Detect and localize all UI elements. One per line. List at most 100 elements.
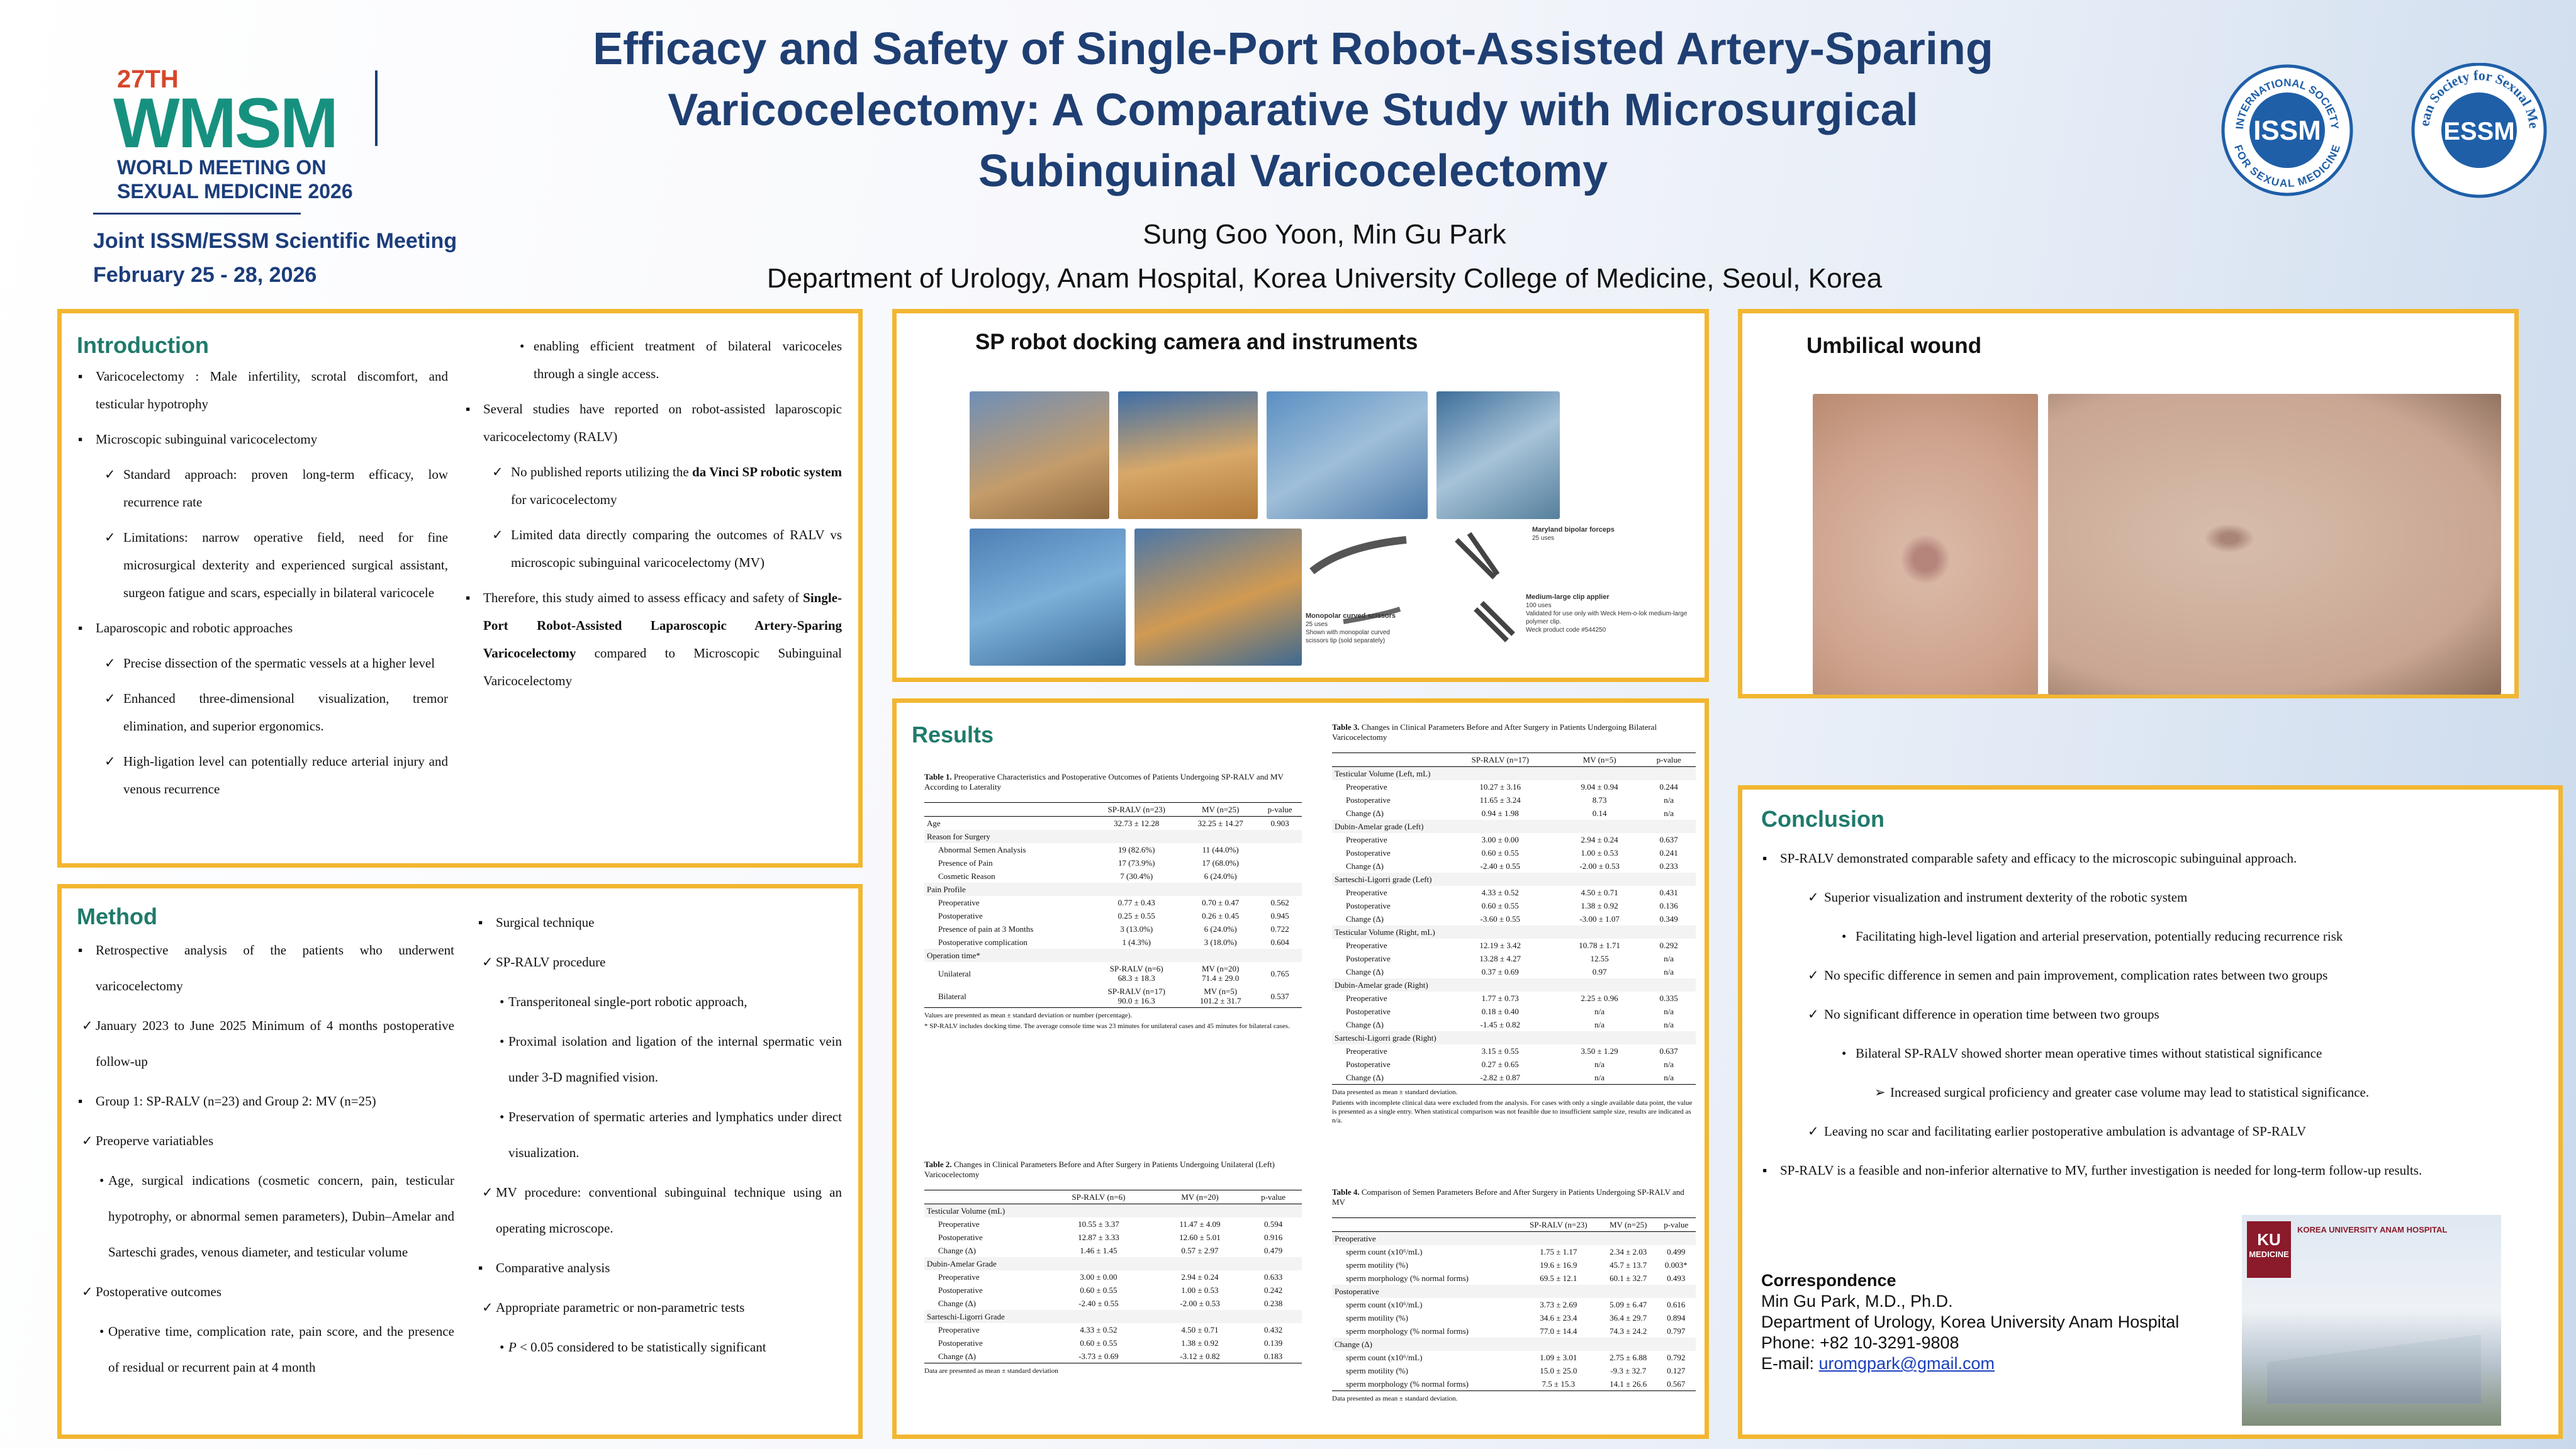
table-cell: 11.47 ± 4.09: [1179, 1219, 1221, 1229]
table-cell: Sarteschi-Ligorri grade (Left): [1332, 873, 1696, 886]
table-cell: 0.60 ± 0.55: [1080, 1338, 1117, 1348]
text-run: Leaving no scar and facilitating earlier…: [1824, 1124, 2307, 1139]
table-cell: Reason for Surgery: [924, 830, 1302, 843]
table-cell: 0.136: [1659, 901, 1678, 910]
table-cell: 3.73 ± 2.69: [1540, 1300, 1577, 1309]
table-cell: 1.46 ± 1.45: [1080, 1246, 1117, 1255]
table-cell: 0.432: [1263, 1325, 1283, 1334]
data-table: SP-RALV (n=17) MV (n=5) p-value Testicular …: [1332, 752, 1696, 1085]
table-cell: Postoperative: [1346, 795, 1391, 805]
table-cell: Change (Δ): [1332, 1071, 1443, 1085]
instrument-note: Monopolar curved scissors 25 uses Shown wi…: [1306, 612, 1400, 645]
table-cell: Change (Δ): [1346, 808, 1384, 818]
header-cell: MV (n=25): [1183, 802, 1258, 817]
table-cell: 3.00 ± 0.00: [1080, 1272, 1117, 1282]
text-run: Comparative analysis: [496, 1260, 610, 1275]
table-cell: 13.28 ± 4.27: [1479, 954, 1521, 963]
table-cell: Presence of Pain: [938, 858, 993, 868]
text-run: Microscopic subinguinal varicocelectomy: [96, 432, 318, 447]
data-row: Age 32.73 ± 12.28 32.25 ± 14.27 0.903: [924, 817, 1302, 831]
data-row: Postoperative complication 1 (4.3%) 3 (18.…: [924, 936, 1302, 949]
section-title: SP robot docking camera and instruments: [975, 330, 1418, 354]
text-run: Enhanced three-dimensional visualization…: [123, 691, 448, 734]
bullet-item: Operative time, complication rate, pain …: [77, 1314, 454, 1385]
table-cell: 0.537: [1258, 985, 1302, 1008]
table-cell: sperm morphology (% normal forms): [1332, 1377, 1517, 1391]
table-cell: 0.60 ± 0.55: [1080, 1285, 1117, 1295]
table-cell: 3.00 ± 0.00: [1481, 835, 1519, 844]
table-label: Table 1.: [924, 772, 952, 781]
table-cell: Cosmetic Reason: [938, 871, 995, 881]
table-cell: -1.45 ± 0.82: [1480, 1020, 1520, 1029]
data-row: Preoperative 12.19 ± 3.42 10.78 ± 1.71 0.29…: [1332, 939, 1696, 952]
header-cell: [924, 1190, 1043, 1204]
table-cell: -2.00 ± 0.53: [1180, 1299, 1220, 1308]
table-note: Data presented as mean ± standard deviat…: [1332, 1088, 1458, 1096]
table-cell: 0.292: [1659, 941, 1678, 950]
table-cell: 3.15 ± 0.55: [1481, 1046, 1519, 1056]
table-cell: MV (n=20) 71.4 ± 29.0: [1201, 964, 1240, 983]
bullet-item: SP-RALV demonstrated comparable safety a…: [1761, 839, 2541, 878]
text-run: Therefore, this study aimed to assess ef…: [483, 590, 804, 605]
table-cell: Preoperative: [1346, 835, 1387, 844]
table-cell: n/a: [1664, 1060, 1674, 1069]
instrument-text: 25 uses: [1532, 535, 1555, 542]
photo: [970, 391, 1109, 519]
table-cell: Sarteschi-Ligorri Grade: [924, 1310, 1302, 1323]
table-cell: n/a: [1664, 954, 1674, 963]
data-row: Change (Δ) 0.94 ± 1.98 0.14 n/a: [1332, 807, 1696, 820]
table-cell: 19 (82.6%): [1117, 845, 1155, 854]
text-run: Age, surgical indications (cosmetic conc…: [108, 1173, 454, 1260]
table-cell: 36.4 ± 29.7: [1610, 1313, 1647, 1323]
table-cell: 74.3 ± 24.2: [1610, 1326, 1647, 1336]
bullet-item: enabling efficient treatment of bilatera…: [464, 332, 842, 388]
table-cell: Abnormal Semen Analysis: [938, 845, 1026, 854]
section-title: Results: [912, 722, 994, 747]
bullet-item: Limitations: narrow operative field, nee…: [77, 523, 448, 607]
table-cell: sperm motility (%): [1346, 1313, 1408, 1323]
text-run: Appropriate parametric or non-parametric…: [496, 1300, 745, 1315]
divider: [375, 70, 378, 146]
text-run: Standard approach: proven long-term effi…: [123, 467, 448, 510]
instrument-name: Monopolar curved scissors: [1306, 612, 1396, 620]
section-row: Dubin-Amelar grade (Left): [1332, 820, 1696, 833]
table-cell: 0.25 ± 0.55: [1117, 911, 1155, 920]
data-row: Postoperative 0.25 ± 0.55 0.26 ± 0.45 0.945: [924, 909, 1302, 922]
data-row: Postoperative 0.60 ± 0.55 1.00 ± 0.53 0.241: [1332, 846, 1696, 859]
column: Varicocelectomy : Male infertility, scro…: [77, 362, 448, 810]
section-row: Operation time*: [924, 949, 1302, 962]
table-cell: 1.75 ± 1.17: [1540, 1247, 1577, 1256]
table-cell: [1258, 843, 1302, 856]
table-title: Changes in Clinical Parameters Before an…: [924, 1160, 1275, 1179]
table-cell: 6 (24.0%): [1204, 924, 1237, 934]
hospital-image: KU MEDICINE KOREA UNIVERSITY ANAM HOSPITA…: [2242, 1215, 2501, 1426]
table-cell: Preoperative: [1346, 941, 1387, 950]
header-row: SP-RALV (n=6) MV (n=20) p-value: [924, 1190, 1302, 1204]
table-cell: n/a: [1594, 1060, 1605, 1069]
data-row: Change (Δ) 0.37 ± 0.69 0.97 n/a: [1332, 965, 1696, 978]
table-cell: 1.38 ± 0.92: [1581, 901, 1618, 910]
text-run: Laparoscopic and robotic approaches: [96, 620, 293, 635]
table-cell: 0.183: [1245, 1350, 1302, 1363]
email-link[interactable]: uromgpark@gmail.com: [1818, 1354, 1995, 1373]
table-caption: Table 4. Comparison of Semen Parameters …: [1332, 1187, 1696, 1207]
bullet-item: Comparative analysis: [477, 1250, 842, 1286]
table-cell: sperm count (x10⁶/mL): [1346, 1247, 1423, 1256]
bullet-item: Surgical technique: [477, 905, 842, 941]
data-row: Postoperative 0.60 ± 0.55 1.38 ± 0.92 0.136: [1332, 899, 1696, 912]
table-cell: 2.25 ± 0.96: [1581, 993, 1618, 1003]
data-row: Cosmetic Reason 7 (30.4%) 6 (24.0%): [924, 870, 1302, 883]
issm-mark: ISSM: [2253, 115, 2321, 146]
table-cell: 0.14: [1592, 808, 1607, 818]
instrument-note: Medium-large clip applier 100 uses Validat…: [1526, 593, 1689, 634]
instrument-text: Shown with monopolar curved scissors tip…: [1306, 629, 1390, 644]
correspondence: Correspondence Min Gu Park, M.D., Ph.D. D…: [1761, 1270, 2179, 1374]
table-cell: n/a: [1664, 1020, 1674, 1029]
table-cell: 0.57 ± 2.97: [1181, 1246, 1219, 1255]
column: enabling efficient treatment of bilatera…: [464, 332, 842, 702]
table-cell: 2.75 ± 6.88: [1610, 1353, 1647, 1362]
table-cell: 12.60 ± 5.01: [1179, 1233, 1221, 1242]
table-cell: 4.50 ± 0.71: [1181, 1325, 1219, 1334]
bullet-item: No significant difference in operation t…: [1761, 995, 2541, 1034]
